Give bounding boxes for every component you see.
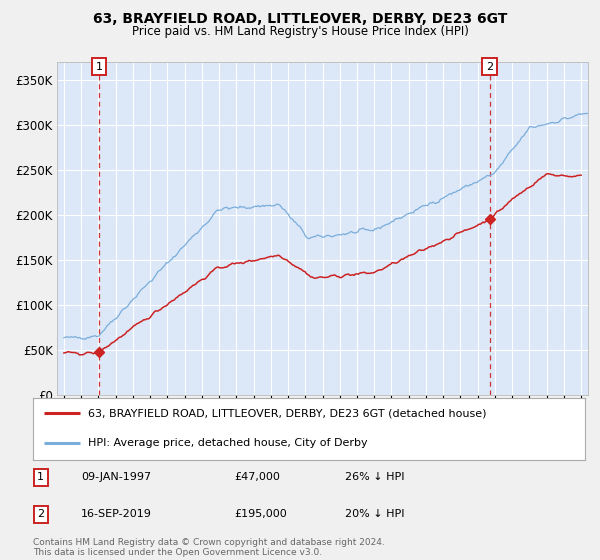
Text: 63, BRAYFIELD ROAD, LITTLEOVER, DERBY, DE23 6GT: 63, BRAYFIELD ROAD, LITTLEOVER, DERBY, D… [93, 12, 507, 26]
Text: 16-SEP-2019: 16-SEP-2019 [81, 509, 152, 519]
Text: 1: 1 [37, 472, 44, 482]
Text: 2: 2 [487, 62, 493, 72]
Text: 63, BRAYFIELD ROAD, LITTLEOVER, DERBY, DE23 6GT (detached house): 63, BRAYFIELD ROAD, LITTLEOVER, DERBY, D… [88, 408, 487, 418]
Text: Contains HM Land Registry data © Crown copyright and database right 2024.
This d: Contains HM Land Registry data © Crown c… [33, 538, 385, 557]
Text: £195,000: £195,000 [234, 509, 287, 519]
Text: 1: 1 [95, 62, 103, 72]
Text: 20% ↓ HPI: 20% ↓ HPI [345, 509, 404, 519]
Text: 26% ↓ HPI: 26% ↓ HPI [345, 472, 404, 482]
Text: HPI: Average price, detached house, City of Derby: HPI: Average price, detached house, City… [88, 438, 368, 448]
Text: 2: 2 [37, 509, 44, 519]
Text: £47,000: £47,000 [234, 472, 280, 482]
Text: Price paid vs. HM Land Registry's House Price Index (HPI): Price paid vs. HM Land Registry's House … [131, 25, 469, 38]
Text: 09-JAN-1997: 09-JAN-1997 [81, 472, 151, 482]
